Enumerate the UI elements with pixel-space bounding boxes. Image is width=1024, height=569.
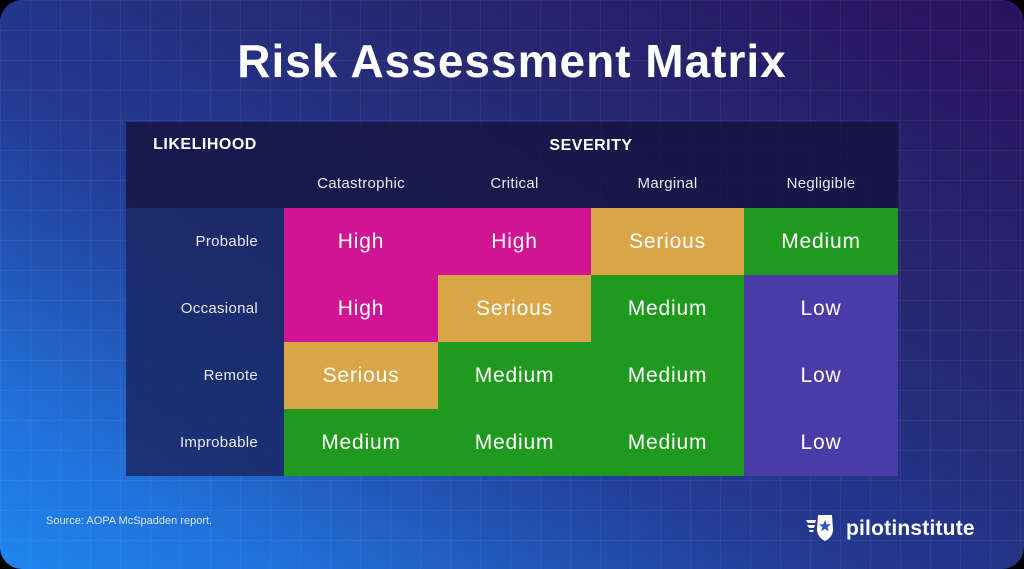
severity-header-bg xyxy=(284,122,898,208)
winged-star-shield-icon xyxy=(806,511,840,548)
risk-cell: Low xyxy=(744,275,898,342)
source-note: Source: AOPA McSpadden report. xyxy=(46,515,213,527)
likelihood-row-header: Occasional xyxy=(180,300,258,317)
brand-name: pilotinstitute xyxy=(846,517,975,540)
likelihood-column-bg xyxy=(126,208,284,476)
likelihood-header-bg xyxy=(126,122,284,208)
risk-cell: Serious xyxy=(438,275,591,342)
risk-cell: Medium xyxy=(591,275,744,342)
risk-cell: Medium xyxy=(284,409,438,476)
severity-column-header: Catastrophic xyxy=(317,174,405,192)
risk-cell: High xyxy=(284,275,438,342)
severity-label: SEVERITY xyxy=(549,137,633,154)
risk-cell: High xyxy=(438,208,591,275)
likelihood-row-header: Probable xyxy=(195,233,258,250)
risk-matrix: LIKELIHOOD SEVERITY Catastrophic Critica… xyxy=(126,122,898,476)
risk-cell: Medium xyxy=(591,409,744,476)
risk-cell: Medium xyxy=(744,208,898,275)
severity-column-header: Negligible xyxy=(786,174,856,192)
likelihood-row-header: Remote xyxy=(203,367,258,384)
risk-cell: Medium xyxy=(591,342,744,409)
severity-column-header: Critical xyxy=(490,174,539,192)
likelihood-label: LIKELIHOOD xyxy=(153,136,257,153)
risk-cell: Medium xyxy=(438,409,591,476)
likelihood-row-header: Improbable xyxy=(179,434,258,451)
brand-logo: pilotinstitute xyxy=(806,513,975,545)
risk-cell: High xyxy=(284,208,438,275)
risk-cell: Medium xyxy=(438,342,591,409)
risk-cell: Serious xyxy=(284,342,438,409)
risk-cell: Serious xyxy=(591,208,744,275)
severity-column-header: Marginal xyxy=(637,174,698,192)
page-title: Risk Assessment Matrix xyxy=(237,35,787,87)
risk-cell: Low xyxy=(744,409,898,476)
risk-cell: Low xyxy=(744,342,898,409)
